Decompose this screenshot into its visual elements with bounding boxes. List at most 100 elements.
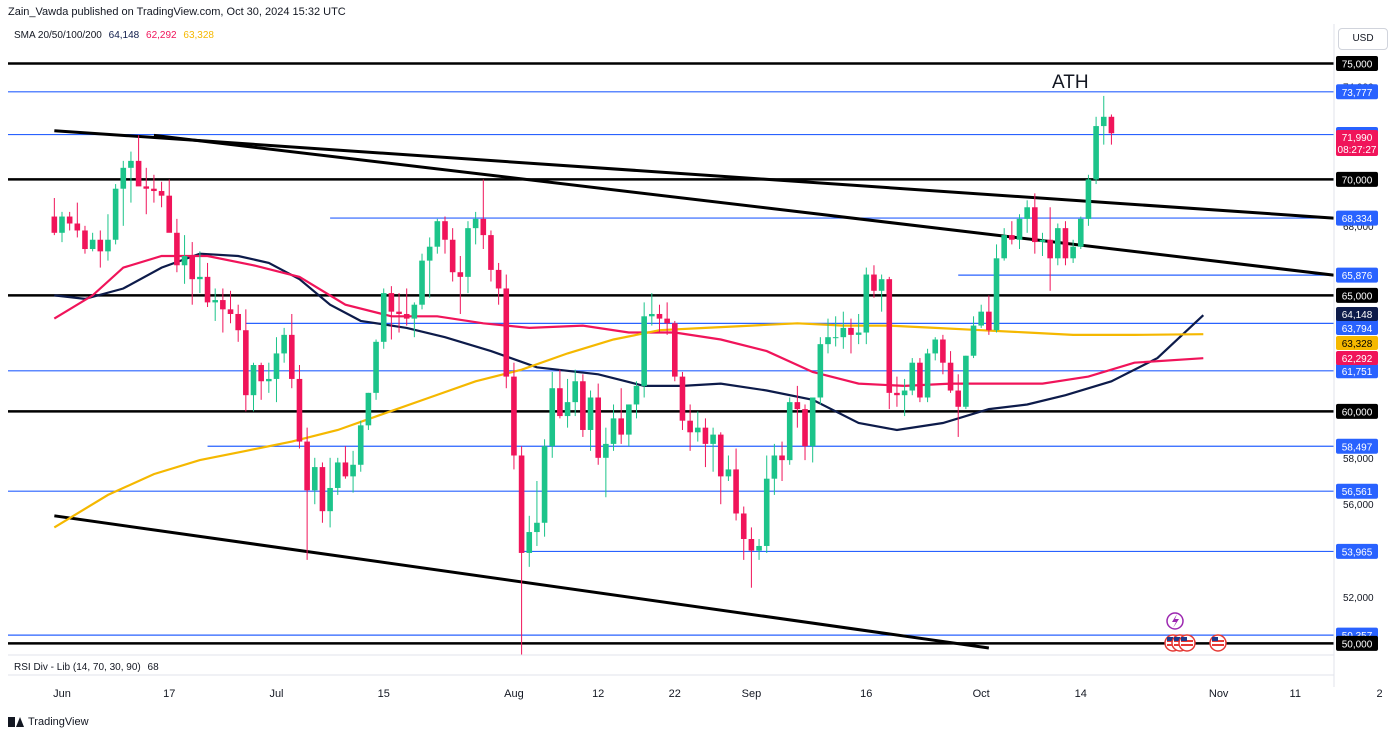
level-label-bg xyxy=(1336,483,1378,499)
candle-body xyxy=(587,397,594,430)
candle-body xyxy=(901,390,908,396)
candle-body xyxy=(112,188,119,240)
candle-body xyxy=(763,478,770,546)
sma-50-value: 62,292 xyxy=(146,30,177,41)
candle-body xyxy=(518,455,525,553)
level-price-label: 53,965 xyxy=(1336,543,1378,559)
level-price-label: 65,000 xyxy=(1336,287,1378,303)
candle-body xyxy=(174,232,180,266)
publisher-line: Zain_Vawda published on TradingView.com,… xyxy=(8,6,346,18)
candle-body xyxy=(580,381,586,430)
candle-body xyxy=(649,313,655,317)
y-tick-label: 52,000 xyxy=(1343,593,1374,604)
candle-body xyxy=(733,469,739,514)
level-price-label: 58,497 xyxy=(1336,438,1378,454)
rsi-name: RSI Div - Lib (14, 70, 30, 90) xyxy=(14,662,141,673)
candle-body xyxy=(220,300,226,310)
candle-body xyxy=(694,427,701,433)
tradingview-icon xyxy=(8,717,24,727)
candle-body xyxy=(472,218,479,229)
brand-name: TradingView xyxy=(28,716,89,728)
candle-body xyxy=(212,300,218,303)
level-label-text: 68,334 xyxy=(1342,214,1373,225)
candle-body xyxy=(197,276,203,280)
candle-body xyxy=(403,313,410,319)
candle-body xyxy=(993,258,1000,331)
candle-body xyxy=(1093,126,1099,180)
level-price-label: 68,334 xyxy=(1336,210,1378,226)
flag-canton xyxy=(1174,637,1180,641)
candle-body xyxy=(1070,246,1076,259)
candle-body xyxy=(878,279,885,291)
candle-body xyxy=(128,160,134,168)
candle-body xyxy=(204,276,211,303)
candle-body xyxy=(541,446,548,523)
candle-body xyxy=(886,279,893,393)
candle-body xyxy=(449,239,456,273)
candle-body xyxy=(442,221,448,240)
candle-body xyxy=(603,443,609,458)
price-tag-bg xyxy=(1336,336,1378,350)
candle-body xyxy=(266,378,272,382)
candle-body xyxy=(1062,228,1069,259)
candle-body xyxy=(388,293,395,312)
candle-body xyxy=(434,221,441,247)
level-label-bg xyxy=(1336,287,1378,303)
candle-body xyxy=(848,327,854,335)
candle-body xyxy=(357,425,364,465)
candle-body xyxy=(710,434,716,444)
level-label-bg xyxy=(1336,171,1378,187)
level-price-label: 65,876 xyxy=(1336,267,1378,283)
candle-body xyxy=(181,255,188,266)
candle-body xyxy=(894,392,900,396)
candle-body xyxy=(342,462,349,477)
candle-body xyxy=(863,274,870,333)
y-tick-label: 56,000 xyxy=(1343,500,1374,511)
rsi-legend[interactable]: RSI Div - Lib (14, 70, 30, 90) 68 xyxy=(14,662,159,673)
candle-body xyxy=(465,228,471,277)
price-tag: 63,328 xyxy=(1336,336,1378,350)
candle-body xyxy=(809,397,816,447)
level-price-label: 73,777 xyxy=(1336,84,1378,100)
sma-legend[interactable]: SMA 20/50/100/200 64,148 62,292 63,328 xyxy=(14,30,218,41)
candle-body xyxy=(380,293,387,342)
candle-body xyxy=(289,334,295,379)
candle-body xyxy=(495,269,502,289)
candle-body xyxy=(327,487,333,512)
candle-body xyxy=(986,311,992,331)
level-label-bg xyxy=(1336,363,1378,379)
candle-body xyxy=(610,418,617,444)
level-label-bg xyxy=(1336,543,1378,559)
candle-body xyxy=(82,230,88,250)
x-tick-label: 11 xyxy=(1290,688,1301,700)
currency-selector[interactable]: USD xyxy=(1338,28,1388,50)
candle-body xyxy=(1100,116,1107,127)
candle-body xyxy=(832,337,839,339)
lightning-icon-bolt xyxy=(1172,614,1179,628)
price-tag-text: 63,328 xyxy=(1342,339,1373,350)
flag-stripe xyxy=(1212,644,1224,646)
candle-body xyxy=(633,385,640,405)
sma-20-value: 64,148 xyxy=(108,30,140,41)
x-tick-label: Aug xyxy=(504,688,524,700)
candle-body xyxy=(235,313,241,331)
candle-body xyxy=(970,325,977,356)
x-tick-label: 2 xyxy=(1376,688,1382,700)
x-tick-label: 12 xyxy=(592,688,604,700)
candle-body xyxy=(725,469,732,477)
level-label-text: 70,000 xyxy=(1342,175,1373,186)
candle-body xyxy=(840,327,847,338)
tradingview-logo[interactable]: TradingView xyxy=(8,716,89,728)
candle-body xyxy=(511,376,517,456)
level-label-text: 73,777 xyxy=(1342,88,1373,99)
flag-canton xyxy=(1212,637,1218,641)
level-label-text: 60,000 xyxy=(1342,407,1373,418)
candle-body xyxy=(917,362,923,398)
candle-body xyxy=(978,311,984,326)
candle-body xyxy=(940,339,946,363)
candle-body xyxy=(595,397,601,458)
level-label-text: 61,751 xyxy=(1342,367,1373,378)
candle-body xyxy=(664,318,670,324)
